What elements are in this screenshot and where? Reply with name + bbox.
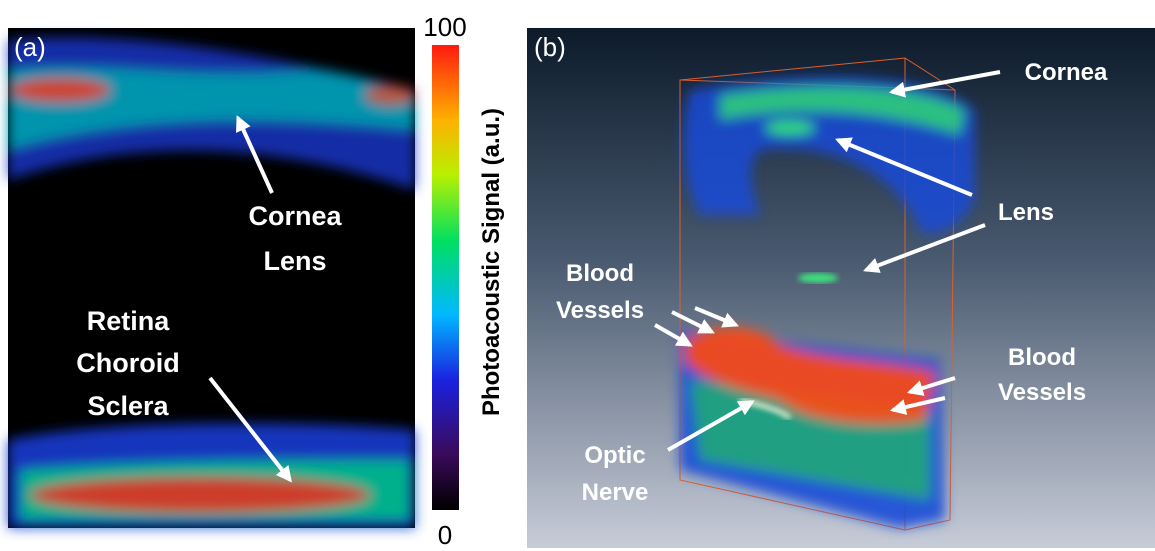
annotation: Vessels (556, 297, 644, 324)
annotation: Nerve (582, 479, 649, 506)
annotation: Sclera (87, 391, 169, 421)
panel-label: (a) (14, 32, 46, 62)
panel-label: (b) (534, 32, 566, 62)
annotation: Lens (263, 246, 326, 276)
colorbar-min: 0 (438, 520, 452, 550)
annotation: Vessels (998, 379, 1086, 406)
annotation: Choroid (76, 348, 179, 378)
panel-a-image (8, 28, 415, 528)
annotation: Cornea (1025, 59, 1108, 86)
annotation: Lens (998, 199, 1054, 226)
figure: (a) Cornea Lens Retina Choroid Sclera 10… (0, 0, 1155, 551)
annotation: Cornea (248, 201, 342, 231)
panel-b-image (527, 28, 1155, 548)
annotation: Optic (584, 442, 645, 469)
colorbar-title: Photoacoustic Signal (a.u.) (478, 108, 505, 416)
annotation: Retina (87, 306, 171, 336)
colorbar-max: 100 (423, 12, 466, 42)
annotation: Blood (1008, 344, 1076, 371)
colorbar (432, 45, 459, 510)
annotation: Blood (566, 260, 634, 287)
